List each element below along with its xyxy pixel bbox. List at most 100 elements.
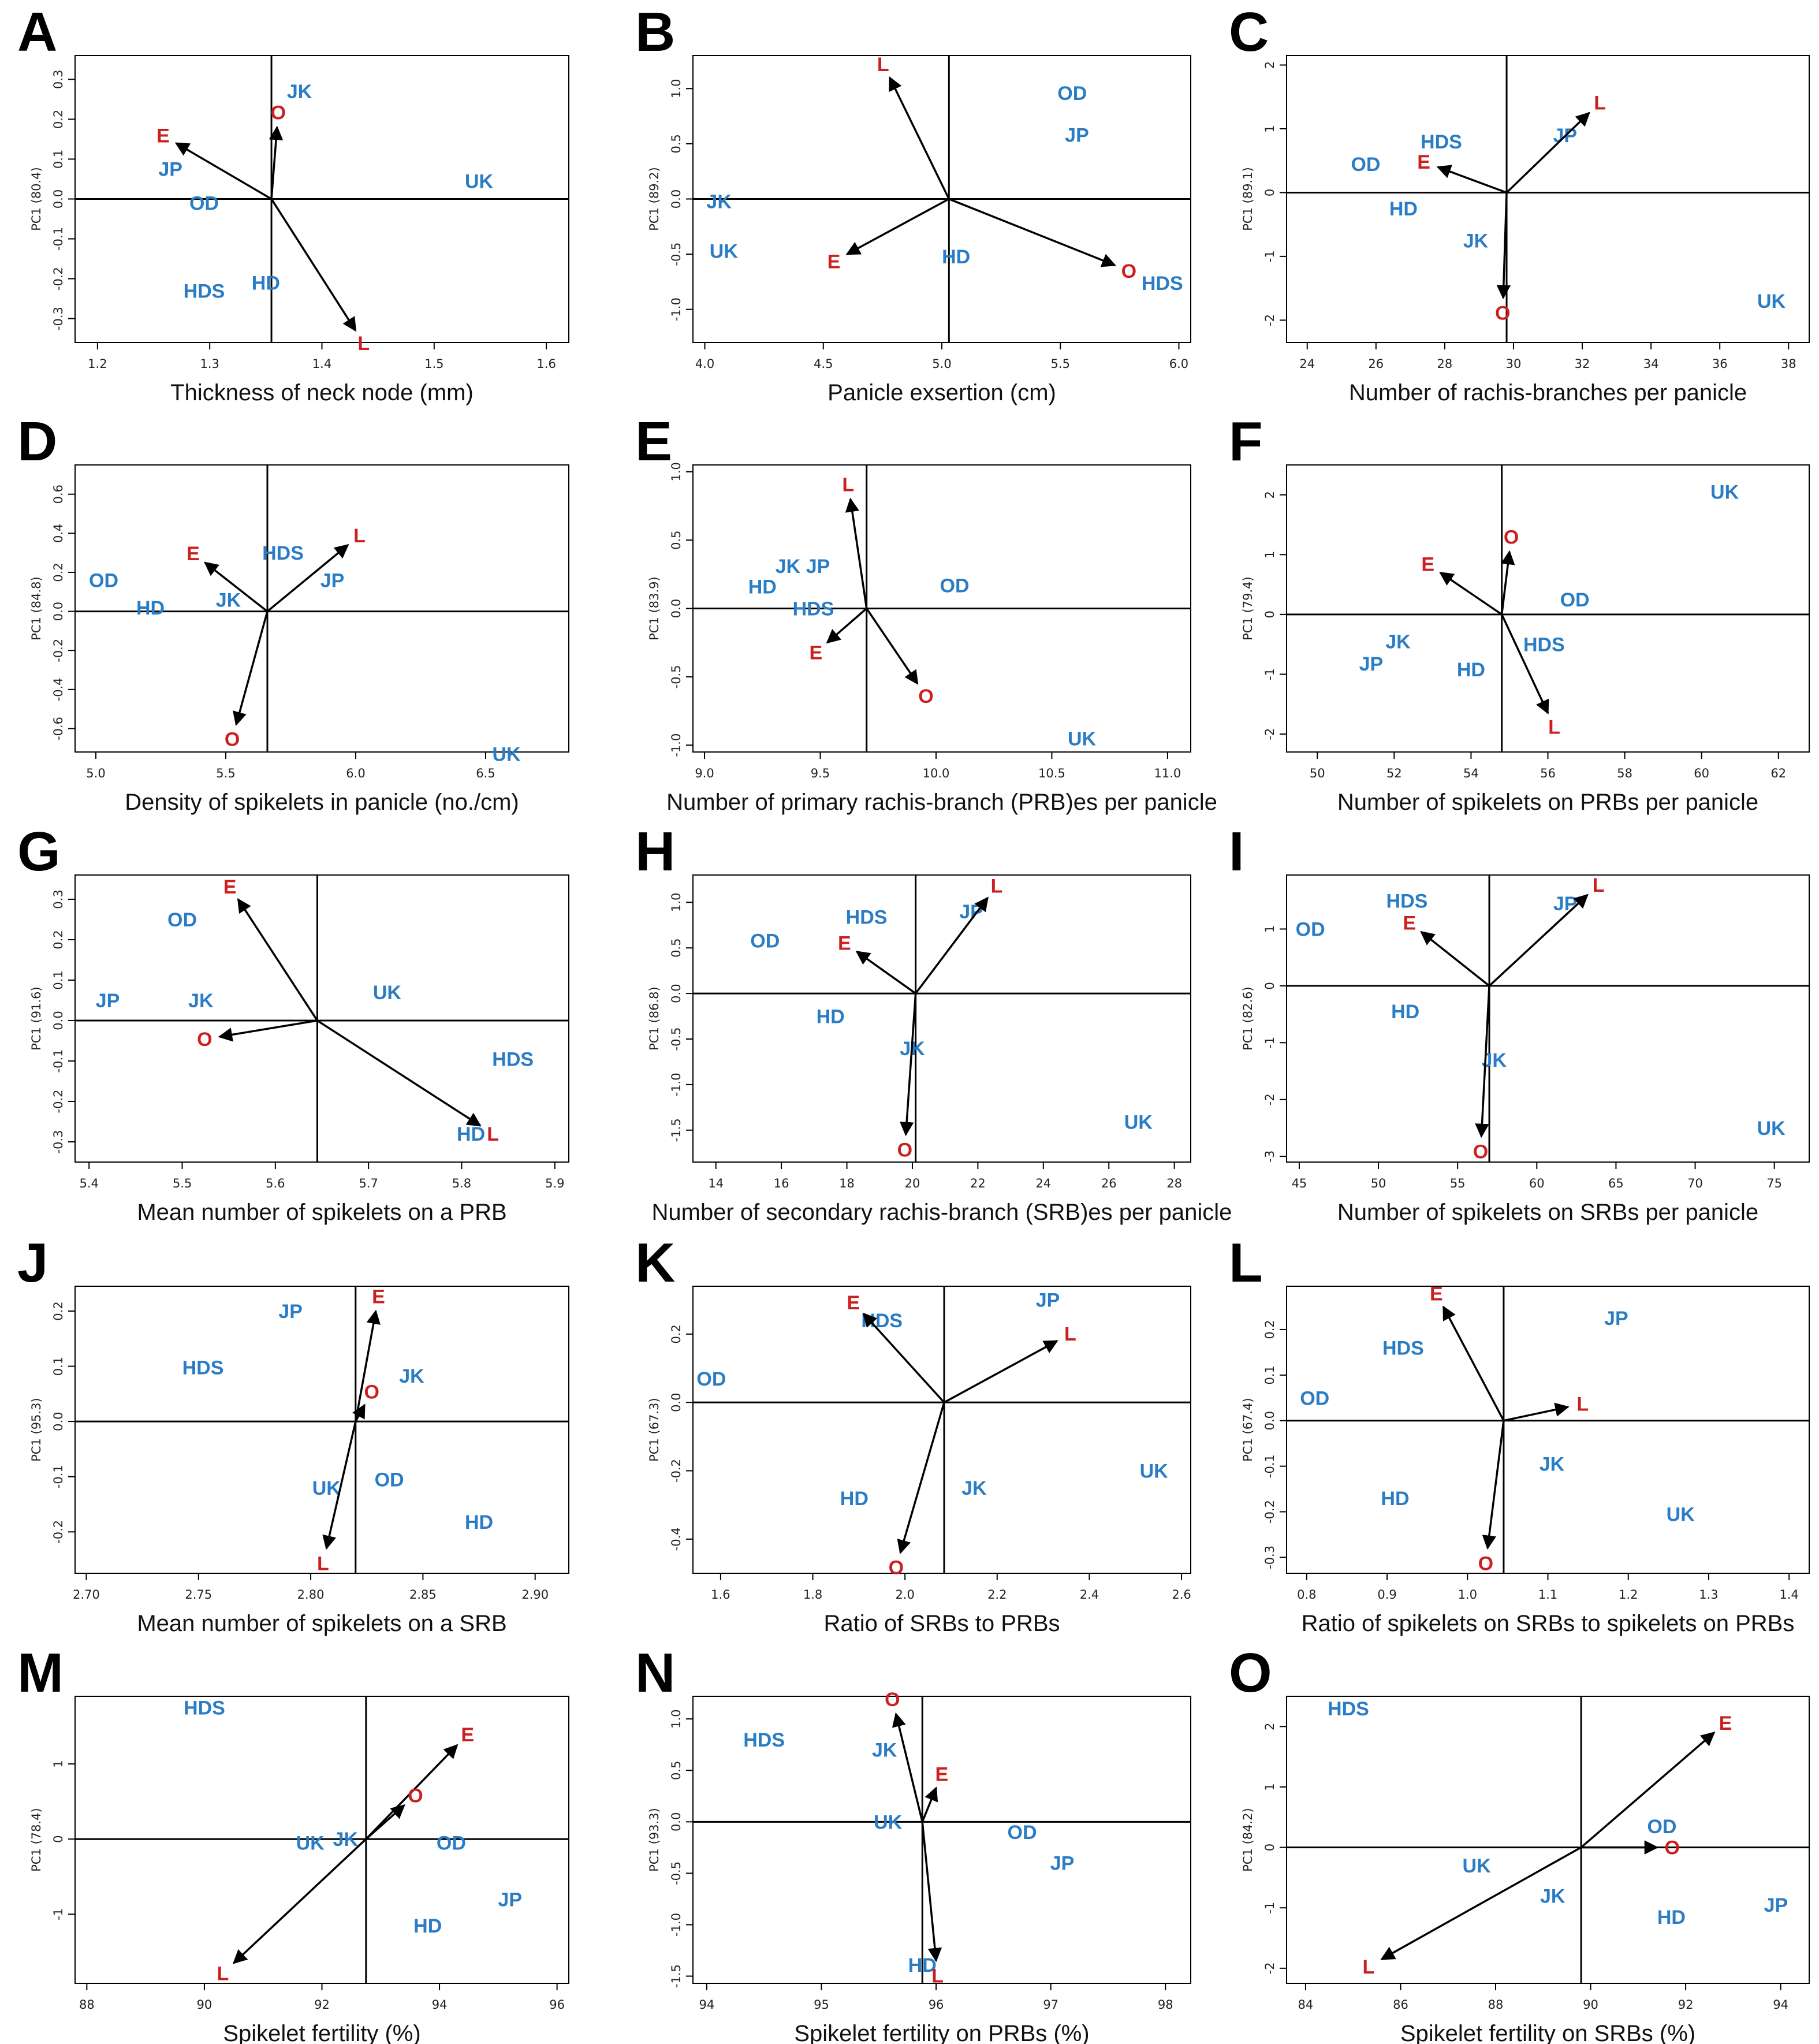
x-axis-label: Ratio of SRBs to PRBs (823, 1611, 1060, 1636)
vector-label-e: E (461, 1724, 474, 1746)
vector-label-l: L (217, 1963, 229, 1985)
population-label-jp: JP (1764, 1894, 1788, 1916)
vector-label-l: L (1064, 1323, 1076, 1345)
x-tick-label: 11.0 (1154, 766, 1181, 780)
x-tick-label: 5.9 (545, 1176, 564, 1190)
x-tick-label: 26 (1368, 357, 1384, 371)
x-tick-label: 97 (1043, 1998, 1058, 2012)
population-label-uk: UK (1710, 482, 1739, 504)
population-label-jk: JK (333, 1829, 358, 1851)
y-tick-label: -1 (1263, 1902, 1277, 1914)
population-label-hds: HDS (1421, 131, 1462, 153)
population-label-jp: JP (806, 556, 830, 578)
population-label-jk: JK (776, 556, 801, 578)
y-tick-label: 0.1 (51, 150, 65, 169)
vector-arrow-e (174, 142, 272, 200)
vector-label-l: L (1548, 716, 1560, 738)
x-tick-label: 24 (1035, 1176, 1051, 1190)
y-tick-label: 1 (51, 1760, 65, 1767)
y-tick-label: 0.2 (51, 563, 65, 582)
y-tick-label: -0.4 (51, 677, 65, 701)
x-tick-label: 20 (905, 1176, 920, 1190)
y-tick-label: 0.5 (669, 530, 683, 549)
population-label-jp: JP (1359, 653, 1384, 675)
x-tick-label: 55 (1450, 1176, 1466, 1190)
x-tick-label: 94 (432, 1998, 448, 2012)
plot-frame (1286, 1696, 1810, 1984)
population-label-hd: HD (252, 272, 280, 294)
vector-arrow-e (845, 198, 950, 255)
biplot-panels: A 1.2 1.3 1.4 1.5 1.6 -0.3 -0.2 -0.1 0.0 0.1 0.2 0.3… (17, 1, 1810, 2044)
y-tick-label: 2 (1263, 1723, 1277, 1730)
population-label-hd: HD (748, 576, 777, 598)
y-axis-label: PC1 (95.3) (29, 1398, 43, 1462)
y-tick-label: 0 (1263, 189, 1277, 196)
vector-label-l: L (1576, 1394, 1589, 1416)
vector-label-l: L (931, 1965, 944, 1987)
x-tick-label: 22 (970, 1176, 986, 1190)
vector-label-l: L (317, 1552, 329, 1574)
population-label-od: OD (1057, 83, 1087, 105)
population-label-uk: UK (1757, 291, 1786, 312)
vector-arrow-e (826, 608, 867, 644)
x-tick-label: 1.8 (803, 1588, 822, 1602)
population-label-jk: JK (1540, 1454, 1565, 1476)
y-tick-label: 2 (1263, 61, 1277, 69)
vector-arrow-e (355, 1309, 381, 1422)
population-label-uk: UK (465, 170, 494, 192)
y-tick-label: -0.2 (51, 1090, 65, 1114)
x-axis-label: Panicle exsertion (cm) (828, 380, 1056, 405)
vector-label-e: E (156, 125, 170, 147)
panel-n: N 94 95 96 97 98 -1.5 -1.0 -0.5 0.0 0.5 1.0 PC1 (93.… (635, 1642, 1191, 2044)
y-tick-label: 0.1 (51, 970, 65, 989)
y-axis-label: PC1 (80.4) (29, 167, 43, 231)
y-axis-label: PC1 (82.6) (1241, 986, 1255, 1051)
vector-label-e: E (372, 1286, 385, 1308)
vector-arrow-e (855, 951, 916, 995)
vector-label-o: O (885, 1689, 900, 1711)
vector-label-e: E (935, 1763, 948, 1785)
vector-arrow-e (1442, 1305, 1505, 1421)
population-label-jk: JK (1540, 1885, 1565, 1907)
y-tick-label: -1 (1263, 250, 1277, 262)
vector-label-o: O (408, 1785, 423, 1807)
population-label-hds: HDS (743, 1729, 785, 1751)
x-tick-label: 60 (1694, 766, 1709, 780)
population-label-od: OD (696, 1368, 726, 1390)
vector-label-e: E (838, 932, 851, 954)
vector-label-o: O (1121, 260, 1136, 282)
y-tick-label: 0.0 (669, 984, 683, 1003)
plot-frame (692, 874, 1191, 1163)
population-label-hd: HD (1457, 659, 1485, 681)
vector-label-e: E (1430, 1283, 1443, 1305)
population-label-od: OD (1008, 1822, 1037, 1844)
panel-l: L 0.8 0.9 1.0 1.1 1.2 1.3 1.4 -0.3 -0.2 -0.1 0.0 0.1… (1229, 1232, 1810, 1636)
x-tick-label: 52 (1386, 766, 1402, 780)
vector-label-e: E (187, 543, 200, 565)
population-label-uk: UK (296, 1833, 325, 1855)
vector-arrow-e (1439, 571, 1503, 616)
x-tick-label: 0.8 (1297, 1588, 1316, 1602)
x-tick-label: 54 (1463, 766, 1479, 780)
panel-letter: F (1229, 411, 1263, 472)
x-tick-label: 6.0 (1169, 357, 1188, 371)
y-tick-label: -1 (51, 1908, 65, 1920)
x-tick-label: 1.3 (200, 357, 219, 371)
panel-letter: G (17, 821, 61, 883)
panel-a: A 1.2 1.3 1.4 1.5 1.6 -0.3 -0.2 -0.1 0.0 0.1 0.2 0.3… (17, 1, 569, 405)
x-tick-label: 10.5 (1038, 766, 1065, 780)
vector-label-l: L (877, 54, 889, 76)
x-tick-label: 10.0 (923, 766, 950, 780)
y-tick-label: -0.6 (51, 717, 65, 740)
vector-label-e: E (223, 876, 237, 898)
panel-i: I 45 50 55 60 65 70 75 -3 -2 -1 0 1 PC1 (82.6) Number … (1229, 821, 1810, 1225)
y-tick-label: 0.1 (51, 1357, 65, 1376)
x-axis-label: Spikelet fertility on PRBs (%) (794, 2021, 1089, 2044)
vector-arrow-e (1580, 1732, 1716, 1848)
x-tick-label: 88 (1488, 1998, 1504, 2012)
y-tick-label: 0.0 (669, 1812, 683, 1831)
panel-letter: E (635, 411, 672, 472)
population-label-od: OD (437, 1833, 466, 1855)
y-tick-label: 0.3 (51, 70, 65, 89)
panel-m: M 88 90 92 94 96 -1 0 1 PC1 (78.4) Spikelet fertil… (17, 1642, 569, 2044)
